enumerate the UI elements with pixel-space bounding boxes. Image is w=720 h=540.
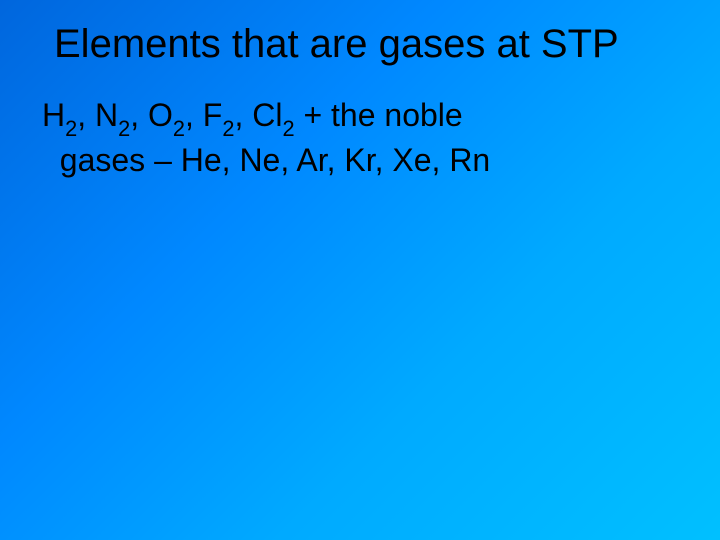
element-subscript: 2 (222, 116, 234, 141)
slide-body: H2, N2, O2, F2, Cl2 + the noble gases – … (42, 95, 678, 180)
separator: , (280, 142, 296, 178)
element-symbol: O (148, 97, 173, 133)
element-symbol: Cl (252, 97, 282, 133)
diatomic-o: O2 (148, 97, 185, 133)
element-subscript: 2 (118, 116, 130, 141)
element-symbol: N (95, 97, 118, 133)
slide-title: Elements that are gases at STP (54, 22, 678, 67)
noble-gas-xe: Xe (392, 142, 431, 178)
noble-gas-rn: Rn (449, 142, 490, 178)
element-subscript: 2 (65, 116, 77, 141)
diatomic-n: N2 (95, 97, 130, 133)
separator: , (327, 142, 345, 178)
noble-gas-he: He (181, 142, 222, 178)
element-subscript: 2 (173, 116, 185, 141)
diatomic-h: H2 (42, 97, 77, 133)
noble-gas-ne: Ne (239, 142, 280, 178)
element-symbol: H (42, 97, 65, 133)
line2-prefix: gases – (60, 142, 181, 178)
slide: Elements that are gases at STP H2, N2, O… (0, 0, 720, 540)
separator: , (222, 142, 240, 178)
separator: , (130, 97, 148, 133)
separator: , (432, 142, 450, 178)
separator: , (185, 97, 203, 133)
element-subscript: 2 (282, 116, 294, 141)
separator: , (375, 142, 393, 178)
diatomic-cl: Cl2 (252, 97, 294, 133)
connector-text: + the noble (295, 97, 463, 133)
separator: , (77, 97, 95, 133)
noble-gas-ar: Ar (296, 142, 326, 178)
diatomic-f: F2 (203, 97, 235, 133)
element-symbol: F (203, 97, 223, 133)
separator: , (234, 97, 252, 133)
noble-gas-kr: Kr (344, 142, 374, 178)
